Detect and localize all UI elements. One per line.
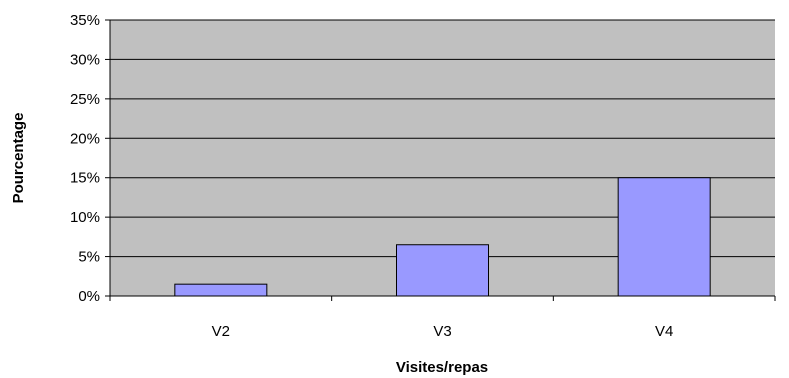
x-tick-label: V4 [655,323,673,340]
gridlines [110,19,775,258]
y-tick-label: 5% [78,249,100,266]
y-tick-label: 30% [70,51,100,68]
bars [174,177,711,297]
axes [105,19,776,301]
y-tick-label: 20% [70,130,100,147]
y-tick-label: 25% [70,91,100,108]
x-tick-labels: V2 V3 V4 [212,323,674,340]
y-tick-labels: 0% 5% 10% 15% 20% 25% 30% 35% [70,12,100,305]
x-tick-label: V2 [212,323,230,340]
bar-v2 [174,283,268,297]
y-axis-title: Pourcentage [10,113,27,204]
bar-v4 [617,177,711,297]
y-tick-label: 35% [70,12,100,29]
x-axis-title: Visites/repas [396,359,488,376]
y-tick-label: 0% [78,288,100,305]
y-tick-label: 10% [70,209,100,226]
y-tick-label: 15% [70,170,100,187]
x-tick-label: V3 [433,323,451,340]
bar-v3 [396,244,489,297]
